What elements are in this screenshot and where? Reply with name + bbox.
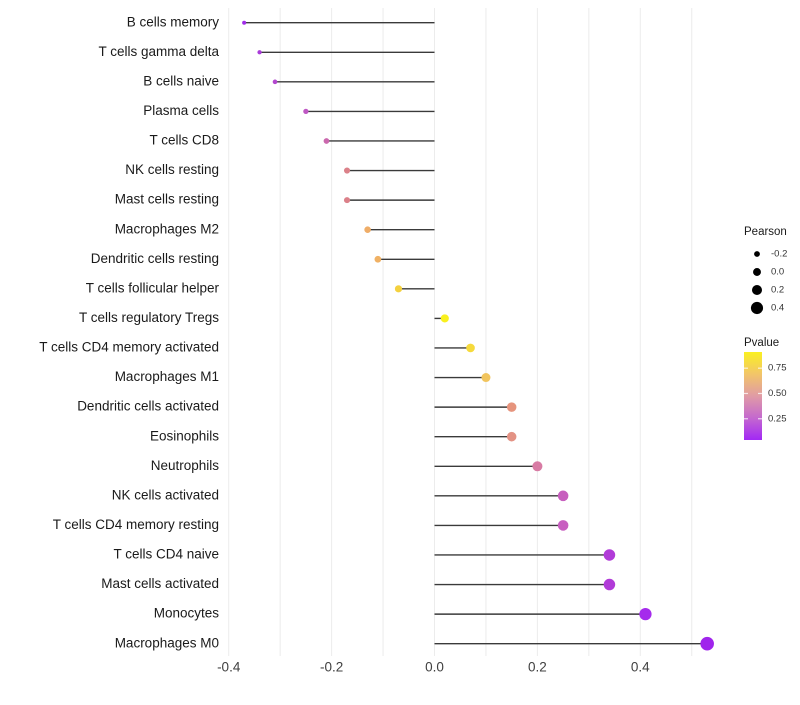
data-point: [440, 314, 449, 323]
data-point: [466, 343, 475, 353]
legend-color-label: 0.50: [768, 388, 787, 399]
data-point: [394, 285, 403, 293]
data-point: [242, 20, 247, 25]
data-point: [532, 461, 543, 472]
x-tick-label: -0.4: [217, 660, 241, 675]
category-label: B cells naive: [143, 73, 219, 88]
data-point: [603, 549, 616, 561]
category-label: Macrophages M2: [115, 221, 219, 236]
data-point: [364, 226, 371, 233]
data-point: [303, 108, 309, 115]
legend-size-title: Pearson: [744, 226, 787, 238]
legend-color-title: Pvalue: [744, 337, 779, 349]
category-label: Eosinophils: [150, 428, 219, 443]
category-label: Macrophages M1: [115, 369, 219, 384]
data-point: [557, 490, 569, 502]
legend-size-label: 0.4: [771, 303, 784, 314]
category-label: T cells CD4 naive: [113, 547, 219, 562]
legend-size-dot: [751, 284, 763, 296]
data-point: [506, 402, 517, 412]
data-point: [343, 167, 351, 174]
data-point: [374, 255, 382, 263]
legend-size-dot: [754, 251, 760, 257]
data-point: [506, 431, 517, 442]
legend-size-dot: [753, 268, 761, 276]
data-point: [481, 373, 491, 383]
data-point: [343, 197, 351, 204]
category-label: T cells CD8: [149, 133, 219, 148]
x-tick-label: -0.2: [320, 660, 343, 675]
legend-size-label: 0.2: [771, 285, 784, 296]
legend-size-label: 0.0: [771, 267, 784, 278]
x-tick-label: 0.2: [528, 660, 547, 675]
category-label: Mast cells resting: [115, 192, 219, 207]
x-tick-label: 0.4: [631, 660, 650, 675]
category-label: Dendritic cells resting: [91, 251, 219, 266]
category-label: Plasma cells: [143, 103, 219, 118]
legend-size-label: -0.2: [771, 249, 787, 260]
category-label: T cells regulatory Tregs: [79, 310, 219, 325]
data-point: [272, 79, 278, 85]
legend-color-label: 0.75: [768, 363, 787, 374]
category-label: T cells gamma delta: [98, 44, 219, 59]
x-tick-label: 0.0: [425, 660, 444, 675]
data-point: [700, 636, 714, 651]
category-label: Mast cells activated: [101, 576, 219, 591]
data-point: [257, 50, 262, 55]
data-point: [639, 607, 652, 621]
data-point: [323, 138, 330, 144]
legend-color-label: 0.25: [768, 413, 787, 424]
category-label: Dendritic cells activated: [77, 399, 219, 414]
category-label: Macrophages M0: [115, 635, 219, 650]
category-label: NK cells resting: [125, 162, 219, 177]
category-label: Neutrophils: [151, 458, 220, 473]
category-label: T cells follicular helper: [86, 280, 220, 295]
legend-color-bar: [744, 352, 762, 440]
data-point: [603, 578, 616, 591]
category-label: B cells memory: [127, 14, 220, 29]
category-label: T cells CD4 memory activated: [39, 340, 219, 355]
legend-size-dot: [750, 301, 764, 315]
category-label: NK cells activated: [112, 487, 219, 502]
category-label: T cells CD4 memory resting: [53, 517, 219, 532]
data-point: [557, 520, 569, 531]
category-label: Monocytes: [154, 606, 220, 621]
